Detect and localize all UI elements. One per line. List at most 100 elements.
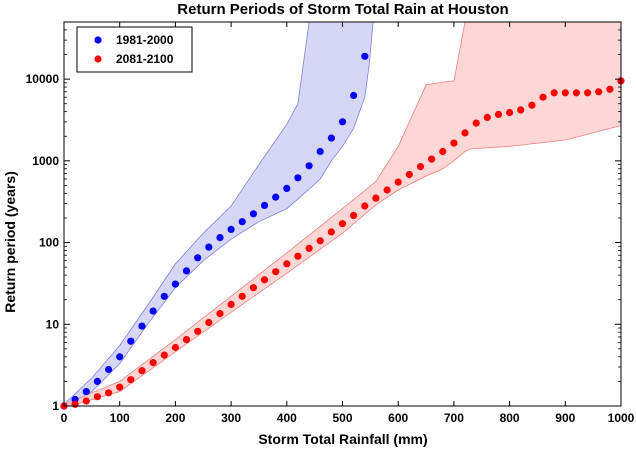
point-1981-2000-23 [316,147,324,156]
x-tick-label: 100 [110,411,130,425]
y-tick-label: 1 [52,399,59,413]
point-1981-2000-20 [283,184,291,192]
point-2081-2100-25 [338,220,347,228]
point-2081-2100-10 [171,343,179,352]
point-1981-2000-16 [238,218,246,226]
point-1981-2000-7 [138,322,146,330]
point-2081-2100-18 [260,276,269,284]
legend-marker-1981-2000 [94,36,102,44]
y-tick-label: 100 [39,236,59,250]
band-2081-2100 [64,22,621,406]
point-2081-2100-28 [372,194,380,202]
point-2081-2100-46 [572,89,581,97]
point-2081-2100-34 [439,147,447,156]
legend-marker-2081-2100 [94,55,102,63]
point-1981-2000-10 [171,280,179,288]
point-2081-2100-42 [528,101,536,109]
point-2081-2100-27 [361,202,369,210]
point-2081-2100-14 [216,310,224,318]
x-tick-label: 400 [277,411,297,425]
y-tick-label: 10 [46,317,60,331]
x-tick-label: 500 [332,411,352,425]
point-2081-2100-21 [294,252,302,260]
point-2081-2100-24 [327,228,335,236]
point-2081-2100-43 [539,93,547,101]
legend-label-1981-2000: 1981-2000 [116,33,174,47]
point-2081-2100-1 [71,400,79,408]
point-2081-2100-33 [428,155,436,163]
point-2081-2100-17 [249,284,257,292]
point-2081-2100-26 [350,211,358,219]
x-tick-label: 0 [61,411,68,425]
point-1981-2000-9 [160,292,168,300]
data-points [60,52,625,410]
point-2081-2100-16 [238,292,246,300]
point-2081-2100-41 [517,106,525,114]
point-2081-2100-15 [227,300,235,308]
point-2081-2100-38 [483,113,491,121]
y-tick-label: 1000 [32,154,59,168]
legend: 1981-2000 2081-2100 [76,26,193,73]
point-2081-2100-29 [383,186,391,194]
x-tick-label: 300 [221,411,241,425]
point-1981-2000-24 [327,134,335,142]
point-1981-2000-8 [149,307,157,315]
point-2081-2100-45 [561,89,569,97]
point-2081-2100-2 [82,397,90,405]
y-tick-label: 10000 [26,72,60,86]
confidence-bands [64,22,621,406]
band-1981-2000 [64,22,374,406]
point-1981-2000-18 [260,201,269,209]
point-1981-2000-6 [127,337,135,345]
point-2081-2100-22 [305,244,313,252]
point-2081-2100-19 [272,268,280,276]
point-1981-2000-25 [338,118,347,126]
point-2081-2100-44 [550,89,558,97]
point-1981-2000-11 [182,267,191,275]
point-2081-2100-5 [116,383,124,391]
point-1981-2000-5 [116,353,124,361]
point-2081-2100-20 [283,260,291,268]
point-2081-2100-13 [205,318,213,327]
point-2081-2100-8 [149,359,157,367]
point-1981-2000-14 [216,234,224,242]
legend-label-2081-2100: 2081-2100 [116,52,174,66]
point-2081-2100-23 [316,237,324,245]
x-tick-label: 800 [500,411,520,425]
point-2081-2100-47 [584,89,592,97]
x-tick-label: 900 [555,411,575,425]
point-2081-2100-48 [595,88,603,96]
point-2081-2100-32 [416,163,425,171]
point-2081-2100-3 [93,393,101,401]
point-2081-2100-9 [160,351,168,359]
point-1981-2000-4 [105,365,113,374]
x-tick-label: 600 [388,411,408,425]
point-2081-2100-35 [450,139,458,147]
point-1981-2000-3 [93,377,101,385]
point-2081-2100-39 [494,110,503,118]
point-2081-2100-31 [405,170,413,179]
point-2081-2100-40 [506,108,514,117]
x-tick-label: 1000 [608,411,635,425]
point-2081-2100-36 [461,129,469,137]
point-2081-2100-30 [394,178,402,186]
point-1981-2000-17 [249,210,257,218]
y-axis-label: Return period (years) [2,171,18,313]
point-1981-2000-27 [361,52,369,60]
point-1981-2000-15 [227,225,235,233]
point-2081-2100-12 [194,327,202,335]
point-2081-2100-4 [105,389,113,397]
x-tick-label: 700 [444,411,464,425]
point-2081-2100-7 [138,367,146,375]
point-1981-2000-21 [294,174,302,182]
x-axis-label: Storm Total Rainfall (mm) [258,431,427,447]
point-2081-2100-6 [127,376,135,384]
chart-title: Return Periods of Storm Total Rain at Ho… [177,1,508,18]
point-1981-2000-19 [272,193,280,201]
point-2081-2100-49 [606,85,614,93]
point-1981-2000-22 [305,162,313,170]
legend-box [76,26,193,73]
point-2081-2100-11 [182,336,191,344]
